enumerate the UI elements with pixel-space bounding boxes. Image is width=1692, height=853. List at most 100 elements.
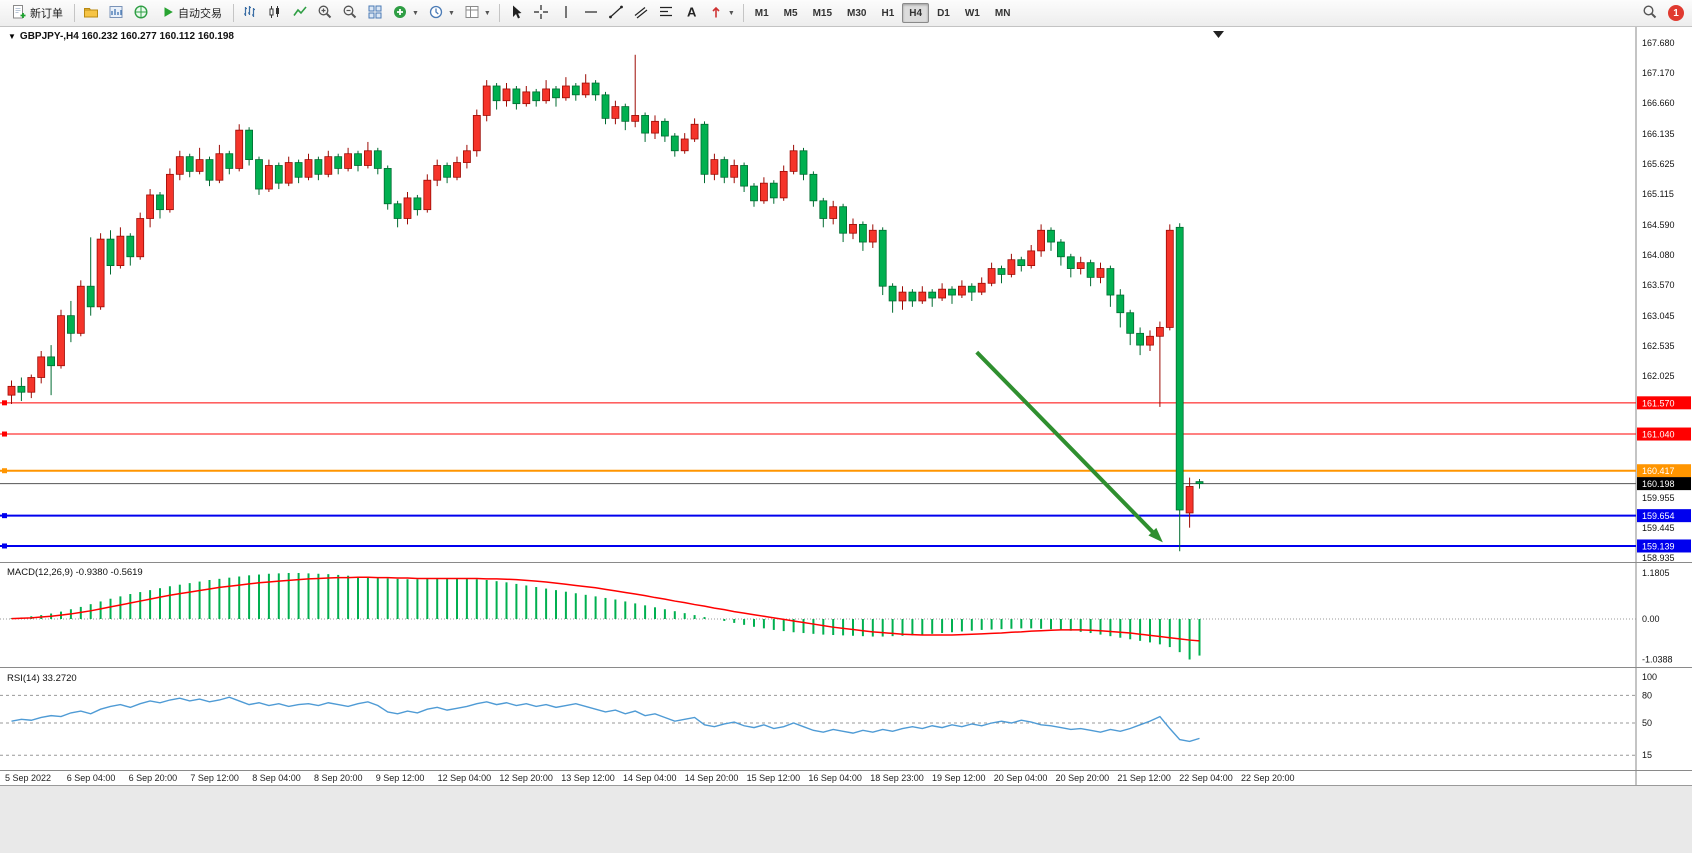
line-handle[interactable] bbox=[2, 513, 7, 519]
profiles-button[interactable] bbox=[79, 2, 103, 24]
search-button[interactable] bbox=[1638, 2, 1662, 24]
market-watch-button[interactable] bbox=[104, 2, 128, 24]
candle-body bbox=[661, 120, 669, 137]
line-handle[interactable] bbox=[2, 543, 7, 549]
candle-body bbox=[1165, 229, 1174, 328]
price-axis-label: 163.045 bbox=[1642, 311, 1675, 321]
notifications-badge[interactable]: 1 bbox=[1668, 5, 1684, 21]
crosshair-button[interactable] bbox=[529, 2, 553, 24]
new-order-button[interactable]: 新订单 bbox=[4, 2, 70, 24]
price-line-label-box bbox=[1637, 539, 1691, 553]
time-axis-label: 9 Sep 12:00 bbox=[376, 773, 425, 783]
cursor-button[interactable] bbox=[504, 2, 528, 24]
candle-body bbox=[363, 150, 372, 166]
time-axis-label: 12 Sep 04:00 bbox=[438, 773, 492, 783]
candle-body bbox=[27, 377, 36, 393]
candle-body bbox=[532, 91, 541, 102]
chevron-down-icon: ▼ bbox=[483, 9, 491, 17]
candle-body bbox=[789, 150, 798, 172]
candle-body bbox=[86, 285, 95, 308]
templates-button[interactable]: ▼ bbox=[460, 2, 495, 24]
periods-button[interactable]: ▼ bbox=[424, 2, 459, 24]
candle-body bbox=[136, 218, 145, 258]
timeframe-button-w1[interactable]: W1 bbox=[958, 3, 987, 23]
price-axis-label: 167.170 bbox=[1642, 68, 1675, 78]
candle-body bbox=[859, 223, 867, 243]
timeframe-button-m15[interactable]: M15 bbox=[806, 3, 839, 23]
candle-body bbox=[839, 206, 847, 234]
candle-body bbox=[1126, 312, 1135, 334]
line-handle[interactable] bbox=[2, 431, 7, 437]
toolbar-separator bbox=[498, 4, 500, 22]
candle-body bbox=[423, 179, 432, 211]
autotrading-button[interactable]: 自动交易 bbox=[154, 2, 229, 24]
candle-body bbox=[443, 165, 452, 178]
price-axis-label: 164.080 bbox=[1642, 250, 1675, 260]
timeframe-button-mn[interactable]: MN bbox=[988, 3, 1018, 23]
price-line-label: 160.417 bbox=[1642, 466, 1675, 476]
candle-body bbox=[690, 123, 699, 140]
candle-body bbox=[106, 238, 115, 267]
zoom-in-button[interactable] bbox=[313, 2, 337, 24]
search-icon bbox=[1642, 4, 1658, 23]
line-handle[interactable] bbox=[2, 468, 7, 474]
tile-windows-button[interactable] bbox=[363, 2, 387, 24]
navigator-button[interactable] bbox=[129, 2, 153, 24]
zoom-out-button[interactable] bbox=[338, 2, 362, 24]
trend-arrow[interactable] bbox=[975, 350, 1159, 539]
vertical-line-button[interactable] bbox=[554, 2, 578, 24]
market-watch-icon bbox=[108, 4, 124, 23]
line-chart-button[interactable] bbox=[288, 2, 312, 24]
candle-body bbox=[156, 194, 164, 211]
price-axis-label: 162.535 bbox=[1642, 341, 1675, 351]
price-axis-label: 167.680 bbox=[1642, 38, 1675, 48]
timeframe-button-d1[interactable]: D1 bbox=[930, 3, 957, 23]
rsi-indicator-label: RSI(14) 33.2720 bbox=[7, 673, 77, 684]
candle-body bbox=[829, 206, 838, 219]
candle-body bbox=[928, 291, 937, 299]
timeframe-button-m5[interactable]: M5 bbox=[777, 3, 805, 23]
indicators-button[interactable]: ▼ bbox=[388, 2, 423, 24]
timeframe-button-h4[interactable]: H4 bbox=[902, 3, 930, 23]
candle-body bbox=[116, 235, 125, 267]
candle-body bbox=[868, 229, 877, 243]
candle-body bbox=[146, 194, 155, 219]
text-button[interactable]: A bbox=[679, 2, 703, 24]
toolbar-right-group: 1 bbox=[1638, 2, 1688, 24]
candle-body bbox=[948, 288, 956, 296]
price-axis-label: 165.115 bbox=[1642, 189, 1674, 199]
price-line-label: 160.198 bbox=[1642, 479, 1675, 489]
candle-body bbox=[334, 156, 343, 169]
candle-body bbox=[819, 200, 828, 219]
candle-body bbox=[354, 153, 362, 166]
price-line-label: 159.654 bbox=[1642, 511, 1675, 521]
bar-chart-button[interactable] bbox=[238, 2, 262, 24]
candle-body bbox=[571, 85, 580, 96]
new-order-icon bbox=[11, 4, 27, 23]
trendline-icon bbox=[608, 4, 624, 23]
arrows-button[interactable]: ▼ bbox=[704, 2, 739, 24]
candle-body bbox=[1007, 259, 1016, 275]
candlestick-chart-button[interactable] bbox=[263, 2, 287, 24]
price-axis-label: 163.570 bbox=[1642, 280, 1675, 290]
price-line-label-box bbox=[1637, 427, 1691, 441]
line-handle[interactable] bbox=[2, 400, 7, 406]
trendline-button[interactable] bbox=[604, 2, 628, 24]
timeframe-button-m1[interactable]: M1 bbox=[748, 3, 776, 23]
fibonacci-button[interactable] bbox=[654, 2, 678, 24]
folder-icon bbox=[83, 4, 99, 23]
candle-body bbox=[502, 88, 511, 102]
chart-canvas[interactable]: 167.680 167.170 166.660 166.135 165.625 165.1… bbox=[0, 27, 1692, 785]
candle-body bbox=[680, 138, 689, 152]
scroll-to-end-marker[interactable] bbox=[1213, 31, 1224, 38]
candle-body bbox=[7, 385, 16, 396]
zoom-in-icon bbox=[317, 4, 333, 23]
chevron-down-icon: ▼ bbox=[447, 9, 455, 17]
candle-body bbox=[245, 129, 254, 161]
candle-body bbox=[967, 285, 976, 293]
price-axis-label: 166.135 bbox=[1642, 129, 1675, 139]
timeframe-button-h1[interactable]: H1 bbox=[874, 3, 901, 23]
channel-button[interactable] bbox=[629, 2, 653, 24]
timeframe-button-m30[interactable]: M30 bbox=[840, 3, 873, 23]
horizontal-line-button[interactable] bbox=[579, 2, 603, 24]
